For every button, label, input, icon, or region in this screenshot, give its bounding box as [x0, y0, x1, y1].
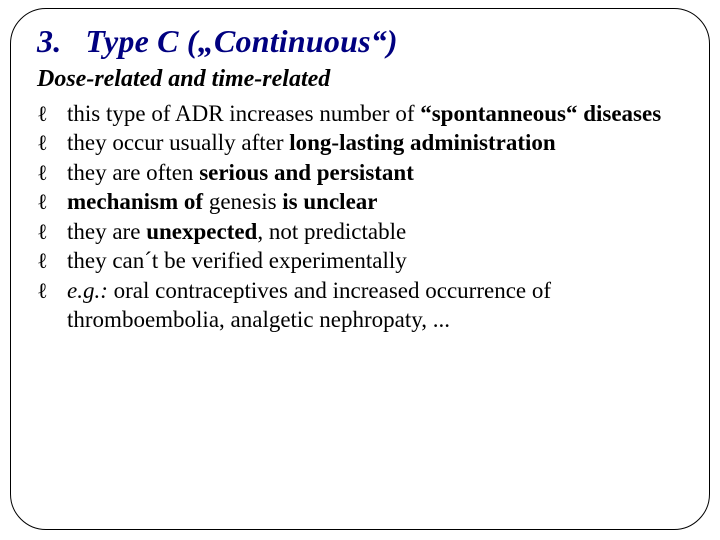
list-item: ℓthey occur usually after long-lasting a… [37, 128, 683, 157]
item-text-pre: they can´t be verified experimentally [67, 248, 407, 273]
slide-frame: 3. Type C („Continuous“) Dose-related and… [10, 8, 710, 530]
slide-subtitle: Dose-related and time-related [37, 66, 683, 93]
list-item: ℓthis type of ADR increases number of “s… [37, 99, 683, 128]
item-text-mid: genesis [209, 189, 277, 214]
item-text-pre: they occur usually after [67, 130, 289, 155]
bullet-icon: ℓ [37, 247, 67, 275]
list-item: ℓthey are often serious and persistant [37, 158, 683, 187]
item-text-bold: serious and persistant [199, 160, 414, 185]
slide-title: 3. Type C („Continuous“) [37, 23, 683, 60]
bullet-list: ℓthis type of ADR increases number of “s… [37, 99, 683, 335]
list-item: ℓthey are unexpected, not predictable [37, 217, 683, 246]
bullet-icon: ℓ [37, 277, 67, 305]
item-text-pre: they are often [67, 160, 199, 185]
item-text-bold2: is unclear [277, 189, 378, 214]
item-text-bold: “spontanneous“ diseases [420, 101, 661, 126]
item-text-bold: long-lasting administration [289, 130, 555, 155]
title-text: Type C („Continuous“) [85, 23, 397, 59]
list-item: ℓmechanism of genesis is unclear [37, 187, 683, 216]
item-text-pre: they are [67, 219, 146, 244]
bullet-icon: ℓ [37, 188, 67, 216]
bullet-icon: ℓ [37, 100, 67, 128]
list-item: ℓe.g.: oral contraceptives and increased… [37, 276, 683, 335]
bullet-icon: ℓ [37, 159, 67, 187]
bullet-icon: ℓ [37, 129, 67, 157]
item-text-pre: oral contraceptives and increased occurr… [67, 278, 551, 332]
item-text-bold: mechanism of [67, 189, 209, 214]
list-item: ℓthey can´t be verified experimentally [37, 246, 683, 275]
item-text-post: , not predictable [257, 219, 406, 244]
item-text-pre: this type of ADR increases number of [67, 101, 420, 126]
item-text-italic: e.g.: [67, 278, 108, 303]
bullet-icon: ℓ [37, 218, 67, 246]
title-number: 3. [37, 23, 61, 60]
item-text-bold: unexpected [146, 219, 257, 244]
